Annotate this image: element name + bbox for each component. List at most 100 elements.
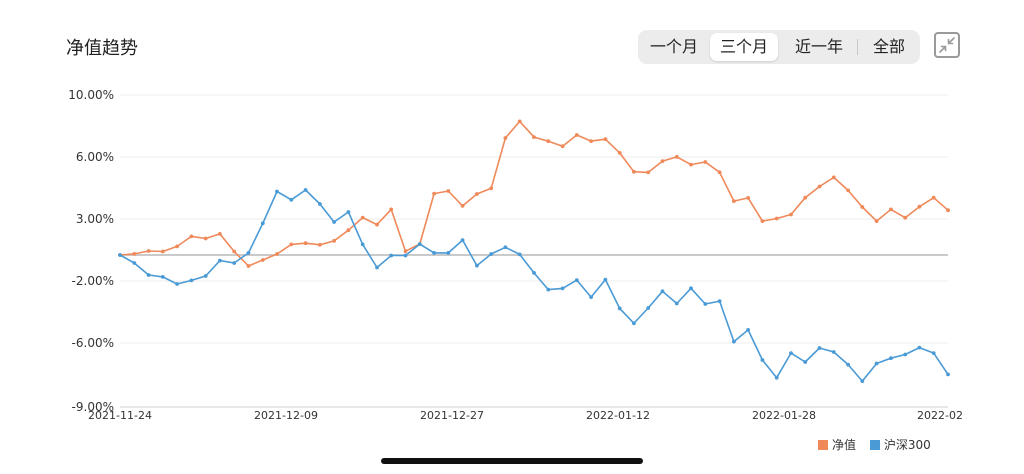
chart-title: 净值趋势 [66,38,138,59]
index-data-point [703,302,708,306]
index-data-point [546,287,551,292]
index-data-point [603,277,608,282]
nav-data-point [132,252,137,256]
x-tick-label: 2022-01-28 [752,409,816,422]
nav-data-point [189,234,194,239]
nav-data-point [546,139,551,144]
index-data-point [446,251,451,255]
index-data-point [774,375,779,380]
nav-data-point [246,264,251,268]
nav-data-point [846,188,850,193]
nav-data-point [674,155,679,159]
legend-label-index: 沪深300 [883,438,931,452]
index-data-point [260,221,265,226]
index-data-point [817,346,822,350]
collapse-arrows-icon[interactable] [934,32,960,58]
index-data-point [589,295,593,299]
index-data-point [646,306,651,310]
nav-data-point [160,249,165,254]
nav-data-point [660,159,665,164]
index-data-point [846,362,850,367]
index-data-point [560,286,565,291]
nav-data-point [203,236,208,241]
tab-one-month[interactable]: 一个月 [649,37,698,56]
index-data-point [674,301,679,306]
nav-data-point [617,151,622,155]
index-data-point [346,210,351,214]
nav-data-point [446,189,451,193]
tab-all[interactable]: 全部 [872,37,905,56]
nav-data-point [360,215,365,220]
index-data-point [746,328,750,332]
index-data-point [403,253,408,258]
index-data-point [318,202,322,206]
index-data-point [860,379,865,383]
nav-data-point [218,232,222,236]
index-data-point [460,238,465,243]
index-data-point [689,286,693,291]
index-data-point [289,197,294,202]
nav-data-point [489,186,494,191]
index-data-point [503,245,508,250]
index-data-point [732,339,736,344]
x-tick-label: 2021-12-09 [254,409,318,422]
nav-data-point [260,258,265,262]
legend-swatch-index [869,440,880,450]
nav-data-point [817,184,822,189]
y-tick-label: 10.00% [68,88,114,102]
index-data-point [375,265,379,270]
index-data-point [246,251,251,255]
home-indicator-bar [381,458,643,464]
nav-data-point [931,195,936,200]
index-data-point [803,360,808,364]
legend-item-nav[interactable]: 净值 [818,436,856,453]
nav-data-point [589,139,593,144]
nav-data-point [146,249,151,253]
nav-data-point [903,215,908,220]
nav-data-point [346,228,351,233]
nav-data-point [803,195,808,200]
index-data-point [831,350,836,354]
nav-data-point [746,196,750,200]
index-data-point [874,361,879,366]
tab-three-months[interactable]: 三个月 [710,33,778,61]
index-data-point [417,242,422,247]
nav-data-point [703,160,708,164]
tab-one-year[interactable]: 近一年 [794,37,843,56]
index-data-point [175,282,180,286]
index-data-point [717,299,722,303]
nav-data-point [917,204,922,209]
nav-data-point [874,219,879,224]
nav-data-point [632,169,636,174]
nav-data-point [560,144,565,149]
y-tick-label: -9.00% [72,400,114,414]
nav-data-point [760,219,765,224]
legend-item-index[interactable]: 沪深300 [869,436,931,453]
index-data-point [889,356,893,361]
x-tick-label: 2021-12-27 [420,409,484,422]
index-data-point [475,263,479,268]
nav-data-point [460,204,465,208]
chart-legend: 净值 沪深300 [818,436,941,453]
range-selector: 一个月 三个月 近一年 全部 [638,30,920,64]
x-tick-label: 2022-01-12 [586,409,650,422]
index-data-point [203,274,208,278]
nav-data-point [475,192,479,196]
nav-data-point [789,212,793,217]
nav-data-point [889,207,893,212]
nav-data-point [689,162,693,167]
index-data-point [617,306,622,311]
nav-series-line [119,120,949,267]
nav-data-point [375,222,379,227]
nav-data-point [732,199,736,204]
index-data-point [218,258,222,263]
index-data-point [389,253,394,258]
index-data-point [360,242,365,247]
nav-data-point [603,137,608,142]
nav-data-point [289,242,294,247]
nav-data-point [646,170,651,175]
nav-data-point [503,136,508,140]
nav-data-point [432,191,436,196]
legend-swatch-nav [818,440,828,450]
